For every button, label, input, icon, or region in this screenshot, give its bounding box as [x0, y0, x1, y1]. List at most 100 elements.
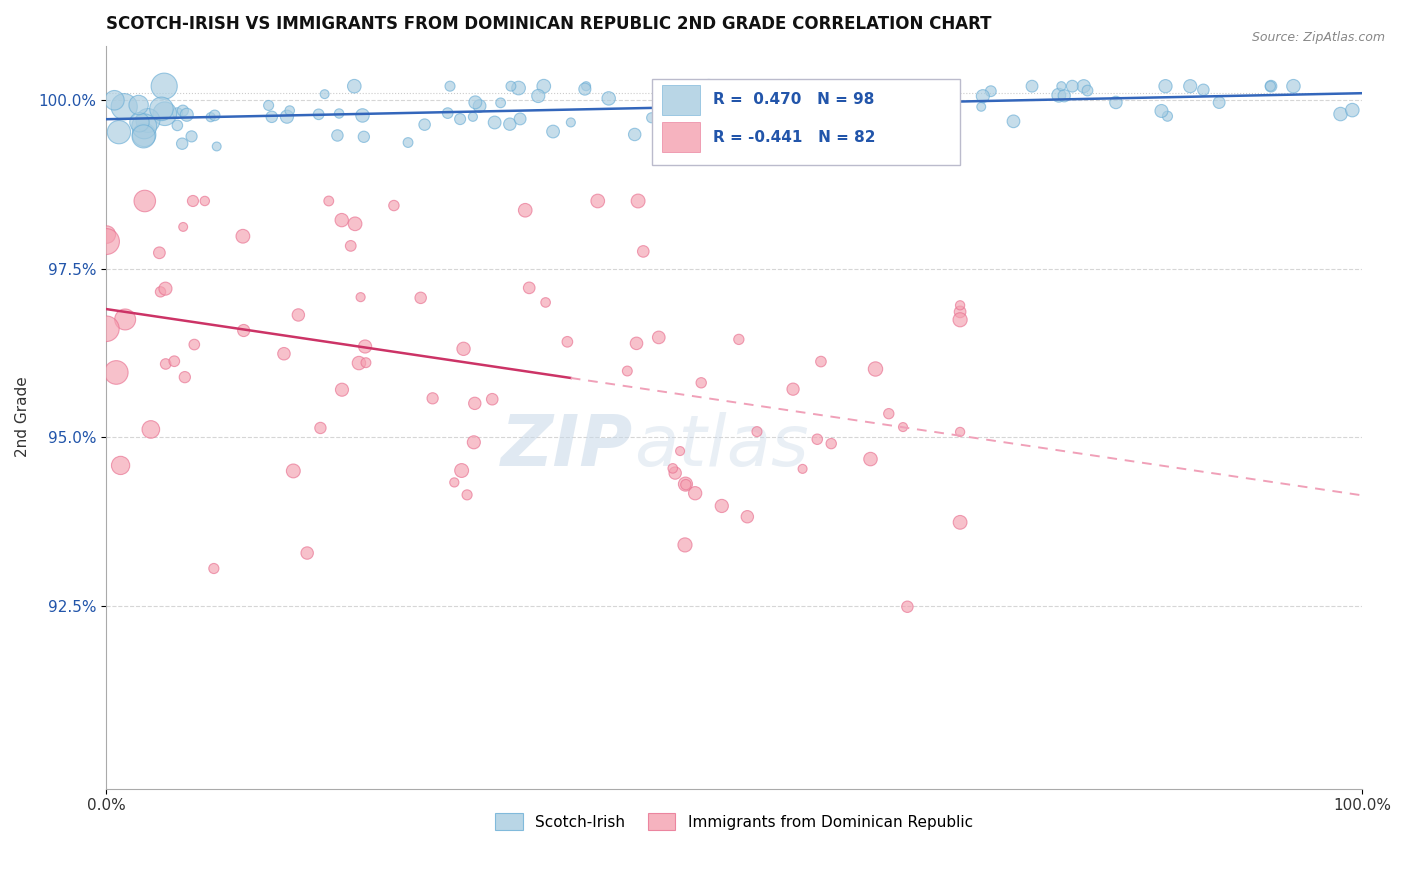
Point [139, 422, 162, 436]
Point [409, 291, 432, 305]
Point [616, 364, 638, 378]
Point [509, 112, 531, 126]
Point [838, 91, 860, 105]
Point [534, 295, 557, 310]
Point [859, 452, 882, 467]
Point [180, 129, 202, 144]
Point [664, 466, 686, 480]
Point [1076, 84, 1098, 98]
Point [450, 463, 472, 477]
Point [148, 245, 170, 260]
Point [557, 334, 579, 349]
Point [508, 81, 530, 95]
Point [257, 98, 280, 112]
Point [877, 407, 900, 421]
Point [980, 84, 1002, 98]
Point [449, 112, 471, 126]
Y-axis label: 2nd Grade: 2nd Grade [15, 376, 30, 458]
Point [970, 100, 993, 114]
Point [96, 227, 118, 242]
Point [456, 488, 478, 502]
Point [1282, 79, 1305, 94]
Point [697, 79, 720, 94]
Point [260, 110, 283, 124]
Point [347, 356, 370, 370]
Point [344, 217, 367, 231]
Point [468, 99, 491, 113]
Point [349, 290, 371, 304]
Point [627, 194, 650, 208]
Point [896, 599, 918, 614]
Point [865, 362, 887, 376]
Point [232, 324, 254, 338]
Point [153, 79, 176, 94]
Point [110, 458, 132, 473]
Point [499, 79, 522, 94]
Point [574, 82, 596, 96]
Text: Source: ZipAtlas.com: Source: ZipAtlas.com [1251, 31, 1385, 45]
Point [1329, 107, 1351, 121]
Point [200, 110, 222, 124]
Point [439, 79, 461, 94]
Point [806, 432, 828, 446]
Point [661, 79, 683, 94]
Point [949, 298, 972, 312]
Point [105, 366, 128, 380]
Point [661, 461, 683, 475]
Point [1053, 88, 1076, 103]
Point [283, 464, 305, 478]
Point [181, 194, 204, 208]
Point [741, 106, 763, 120]
Point [396, 136, 419, 150]
Point [533, 79, 555, 94]
Point [1073, 79, 1095, 94]
Point [820, 436, 842, 450]
Point [173, 370, 195, 384]
Point [675, 477, 697, 491]
Point [669, 444, 692, 458]
Point [134, 120, 156, 134]
Point [737, 509, 759, 524]
Point [1047, 88, 1070, 103]
Point [484, 115, 506, 129]
Point [103, 93, 125, 107]
Text: ZIP: ZIP [502, 412, 634, 482]
Point [464, 95, 486, 110]
Point [172, 103, 194, 118]
Point [683, 486, 706, 500]
Point [675, 477, 697, 491]
Point [745, 79, 768, 94]
Point [128, 115, 150, 129]
Point [1156, 109, 1178, 123]
Point [132, 128, 155, 142]
Point [730, 96, 752, 111]
FancyBboxPatch shape [652, 79, 960, 164]
Point [897, 143, 920, 157]
Point [194, 194, 217, 208]
Point [150, 102, 173, 116]
Point [972, 89, 994, 103]
Point [1002, 114, 1025, 128]
Point [339, 239, 361, 253]
Point [852, 108, 875, 122]
Text: R =  0.470   N = 98: R = 0.470 N = 98 [713, 93, 875, 107]
Point [623, 128, 645, 142]
Point [353, 129, 375, 144]
Point [778, 79, 800, 94]
Point [155, 282, 177, 296]
Point [278, 103, 301, 118]
Point [804, 82, 827, 96]
Point [782, 382, 804, 396]
Point [330, 213, 353, 227]
FancyBboxPatch shape [662, 85, 700, 115]
Text: R = -0.441   N = 82: R = -0.441 N = 82 [713, 129, 875, 145]
Point [598, 91, 620, 105]
Point [354, 339, 377, 353]
Point [775, 99, 797, 113]
Point [626, 336, 648, 351]
Point [413, 118, 436, 132]
Point [918, 79, 941, 94]
Point [1260, 79, 1282, 94]
Point [153, 106, 176, 120]
Point [1021, 79, 1043, 94]
